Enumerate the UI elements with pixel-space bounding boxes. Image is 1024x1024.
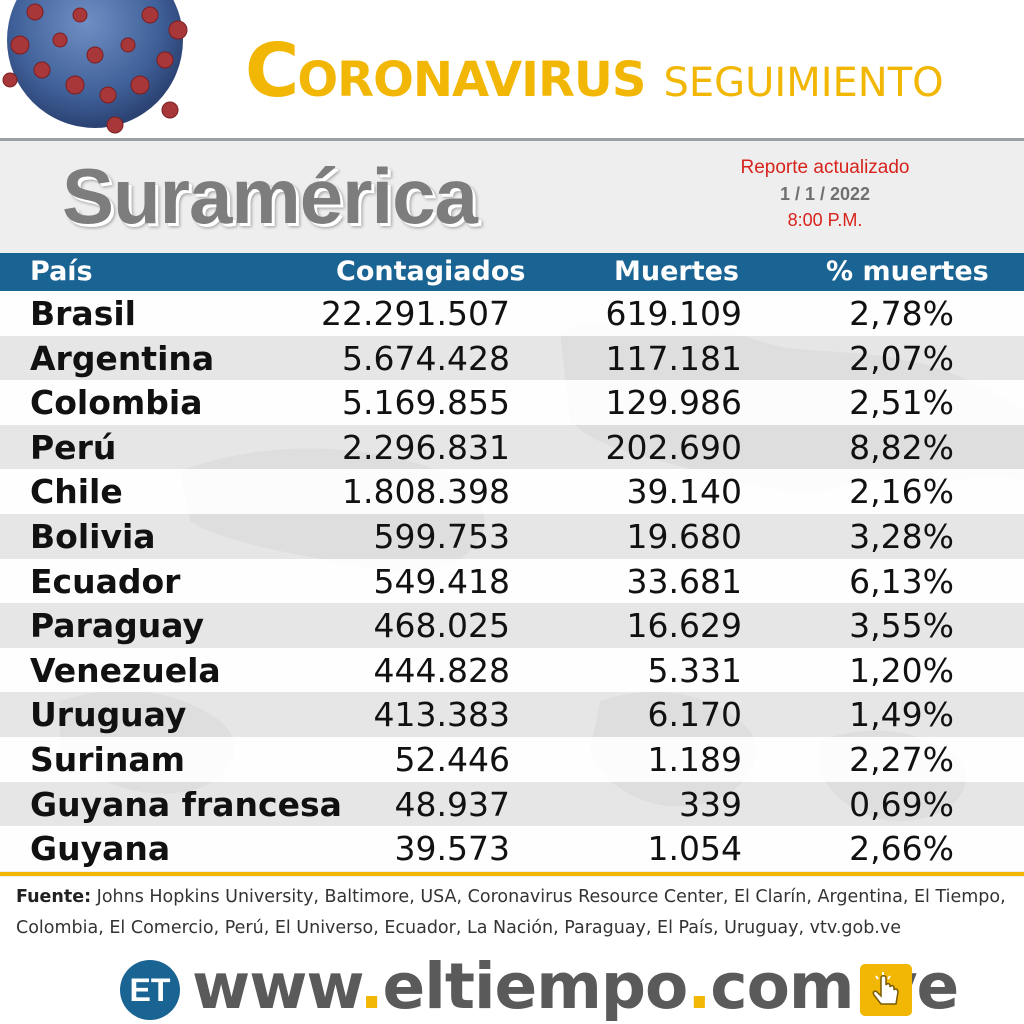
footer: ET www.eltiempo.com.ve [0, 946, 1024, 1024]
source-label: Fuente: [16, 887, 92, 907]
region-title: Suramérica [62, 152, 478, 240]
url-part: www [192, 950, 361, 1023]
url-part: com [710, 950, 854, 1023]
report-time: 8:00 P.M. [787, 210, 863, 230]
report-info: Reporte actualizado 1 / 1 / 2022 8:00 P.… [700, 155, 950, 233]
cell-pct: 2,51% [849, 383, 954, 423]
cell-deaths: 202.690 [605, 427, 742, 467]
cell-country: Guyana francesa [30, 784, 342, 824]
cell-cases: 549.418 [373, 561, 510, 601]
cell-deaths: 19.680 [626, 516, 742, 556]
table-header: País Contagiados Muertes % muertes [0, 253, 1024, 291]
cell-deaths: 16.629 [626, 606, 742, 646]
cell-cases: 444.828 [373, 650, 510, 690]
cell-deaths: 117.181 [605, 338, 742, 378]
table-row: Brasil 22.291.507 619.109 2,78% [0, 291, 1024, 336]
cell-pct: 8,82% [849, 427, 954, 467]
cell-cases: 48.937 [394, 784, 510, 824]
website-url[interactable]: www.eltiempo.com.ve [192, 950, 959, 1023]
cell-country: Brasil [30, 294, 136, 333]
cell-pct: 2,16% [849, 472, 954, 512]
cell-country: Uruguay [30, 695, 187, 735]
cell-cases: 39.573 [394, 829, 510, 869]
cell-deaths: 33.681 [626, 561, 742, 601]
report-date: 1 / 1 / 2022 [779, 184, 871, 204]
cell-cases: 1.808.398 [342, 472, 510, 512]
title-initial: C [245, 28, 299, 114]
cell-country: Colombia [30, 383, 203, 423]
source-note: Fuente: Johns Hopkins University, Baltim… [16, 882, 1006, 944]
click-hand-icon [860, 964, 912, 1016]
url-dot: . [359, 950, 384, 1023]
cell-cases: 413.383 [373, 695, 510, 735]
table-row: Perú 2.296.831 202.690 8,82% [0, 424, 1024, 470]
table-body: Brasil 22.291.507 619.109 2,78% Argentina 5.6… [0, 291, 1024, 871]
source-text: Johns Hopkins University, Baltimore, USA… [16, 887, 1006, 938]
cell-country: Argentina [30, 338, 215, 378]
table-row: Uruguay 413.383 6.170 1,49% [0, 692, 1024, 737]
table-row: Guyana 39.573 1.054 2,66% [0, 826, 1024, 871]
cell-deaths: 5.331 [647, 650, 742, 690]
table-row: Guyana francesa 48.937 339 0,69% [0, 781, 1024, 827]
url-dot: . [687, 950, 711, 1023]
cell-deaths: 1.189 [647, 739, 742, 779]
cell-deaths: 1.054 [647, 829, 742, 869]
column-header-cases: Contagiados [336, 256, 526, 287]
cell-deaths: 39.140 [626, 472, 742, 512]
cell-deaths: 339 [679, 784, 742, 824]
column-header-deaths: Muertes [614, 256, 740, 287]
table-row: Ecuador 549.418 33.681 6,13% [0, 558, 1024, 604]
cell-country: Perú [30, 427, 117, 467]
data-panel: Suramérica Reporte actualizado 1 / 1 / 2… [0, 138, 1024, 877]
table-row: Surinam 52.446 1.189 2,27% [0, 736, 1024, 782]
et-logo: ET [120, 960, 180, 1020]
table-row: Bolivia 599.753 19.680 3,28% [0, 513, 1024, 559]
cell-cases: 5.169.855 [342, 383, 510, 423]
cell-cases: 468.025 [373, 606, 510, 646]
url-part: eltiempo [382, 950, 689, 1023]
table-row: Colombia 5.169.855 129.986 2,51% [0, 380, 1024, 425]
coronavirus-image [2, 0, 188, 134]
cell-cases: 52.446 [394, 739, 510, 779]
cell-country: Ecuador [30, 561, 181, 601]
cell-country: Paraguay [30, 606, 204, 646]
title-main: ORONAVIRUS [297, 52, 646, 108]
cell-country: Venezuela [30, 650, 221, 690]
table-row: Argentina 5.674.428 117.181 2,07% [0, 335, 1024, 381]
cell-country: Guyana [30, 829, 171, 869]
cell-pct: 2,27% [849, 739, 954, 779]
cell-pct: 2,78% [849, 294, 954, 333]
cell-pct: 1,20% [849, 650, 954, 690]
cell-deaths: 129.986 [605, 383, 742, 423]
cell-deaths: 619.109 [605, 294, 742, 333]
cell-pct: 3,55% [849, 606, 954, 646]
report-label: Reporte actualizado [740, 157, 910, 178]
cell-deaths: 6.170 [647, 695, 742, 735]
cell-pct: 0,69% [849, 784, 954, 824]
page-title: CORONAVIRUS SEGUIMIENTO [245, 20, 1005, 130]
column-header-pct: % muertes [826, 256, 989, 287]
title-second: SEGUIMIENTO [663, 60, 944, 106]
cell-country: Chile [30, 472, 123, 512]
cell-pct: 3,28% [849, 516, 954, 556]
table-row: Chile 1.808.398 39.140 2,16% [0, 469, 1024, 514]
table-row: Venezuela 444.828 5.331 1,20% [0, 647, 1024, 693]
footer-divider [0, 872, 1024, 876]
table-row: Paraguay 468.025 16.629 3,55% [0, 603, 1024, 648]
cell-cases: 2.296.831 [342, 427, 510, 467]
cell-country: Surinam [30, 739, 185, 779]
cell-pct: 1,49% [849, 695, 954, 735]
cell-cases: 22.291.507 [321, 294, 510, 333]
cell-pct: 2,66% [849, 829, 954, 869]
cell-cases: 5.674.428 [342, 338, 510, 378]
cell-pct: 2,07% [849, 338, 954, 378]
column-header-country: País [30, 256, 93, 287]
cell-pct: 6,13% [849, 561, 954, 601]
cell-country: Bolivia [30, 516, 156, 556]
cell-cases: 599.753 [373, 516, 510, 556]
